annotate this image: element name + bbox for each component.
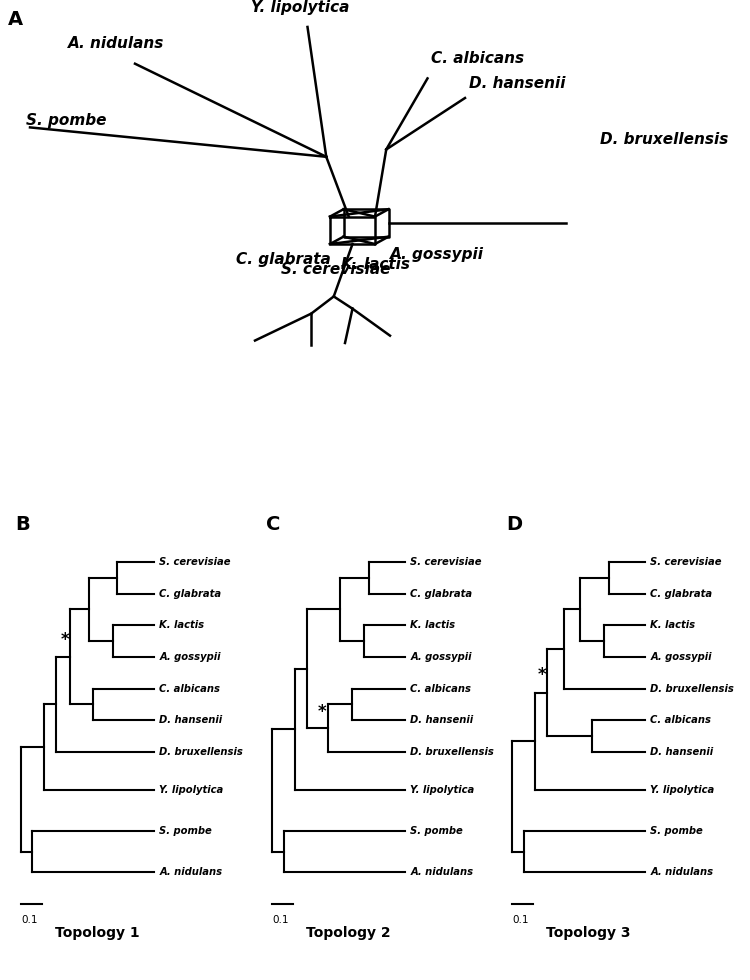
Text: Topology 2: Topology 2	[306, 926, 391, 940]
Text: C. albicans: C. albicans	[431, 51, 524, 67]
Text: Y. lipolytica: Y. lipolytica	[650, 785, 715, 795]
Text: *: *	[318, 704, 327, 721]
Text: S. pombe: S. pombe	[650, 826, 704, 836]
Text: S. pombe: S. pombe	[26, 113, 106, 127]
Text: Y. lipolytica: Y. lipolytica	[410, 785, 475, 795]
Text: D. bruxellensis: D. bruxellensis	[410, 747, 494, 757]
Text: C. albicans: C. albicans	[410, 684, 472, 694]
Text: A. nidulans: A. nidulans	[650, 867, 713, 877]
Text: D. bruxellensis: D. bruxellensis	[159, 747, 243, 757]
Text: C. glabrata: C. glabrata	[410, 589, 472, 599]
Text: C. albicans: C. albicans	[159, 684, 220, 694]
Text: Topology 3: Topology 3	[546, 926, 630, 940]
Text: Y. lipolytica: Y. lipolytica	[251, 0, 350, 15]
Text: K. lactis: K. lactis	[159, 620, 204, 630]
Text: C: C	[266, 514, 280, 533]
Text: B: B	[15, 514, 30, 533]
Text: D: D	[506, 514, 522, 533]
Text: K. lactis: K. lactis	[341, 257, 410, 272]
Text: D. hansenii: D. hansenii	[650, 747, 713, 757]
Text: 0.1: 0.1	[21, 915, 38, 925]
Text: C. glabrata: C. glabrata	[650, 589, 712, 599]
Text: A. gossypii: A. gossypii	[410, 652, 472, 662]
Text: D. bruxellensis: D. bruxellensis	[600, 132, 728, 147]
Text: A. nidulans: A. nidulans	[410, 867, 473, 877]
Text: A. gossypii: A. gossypii	[159, 652, 220, 662]
Text: A. gossypii: A. gossypii	[390, 248, 484, 263]
Text: D. hansenii: D. hansenii	[469, 75, 566, 91]
Text: C. glabrata: C. glabrata	[159, 589, 221, 599]
Text: 0.1: 0.1	[512, 915, 529, 925]
Text: Topology 1: Topology 1	[55, 926, 140, 940]
Text: Y. lipolytica: Y. lipolytica	[159, 785, 224, 795]
Text: D. bruxellensis: D. bruxellensis	[650, 684, 734, 694]
Text: *: *	[61, 630, 70, 649]
Text: K. lactis: K. lactis	[410, 620, 455, 630]
Text: C. glabrata: C. glabrata	[236, 252, 331, 268]
Text: D. hansenii: D. hansenii	[159, 715, 222, 725]
Text: S. cerevisiae: S. cerevisiae	[159, 557, 231, 567]
Text: A: A	[8, 10, 22, 28]
Text: A. gossypii: A. gossypii	[650, 652, 712, 662]
Text: S. pombe: S. pombe	[159, 826, 212, 836]
Text: D. hansenii: D. hansenii	[410, 715, 473, 725]
Text: S. cerevisiae: S. cerevisiae	[410, 557, 482, 567]
Text: C. albicans: C. albicans	[650, 715, 712, 725]
Text: S. pombe: S. pombe	[410, 826, 464, 836]
Text: S. cerevisiae: S. cerevisiae	[281, 262, 391, 277]
Text: A. nidulans: A. nidulans	[68, 36, 164, 51]
Text: S. cerevisiae: S. cerevisiae	[650, 557, 722, 567]
Text: K. lactis: K. lactis	[650, 620, 695, 630]
Text: A. nidulans: A. nidulans	[159, 867, 222, 877]
Text: *: *	[538, 666, 546, 684]
Text: 0.1: 0.1	[272, 915, 289, 925]
